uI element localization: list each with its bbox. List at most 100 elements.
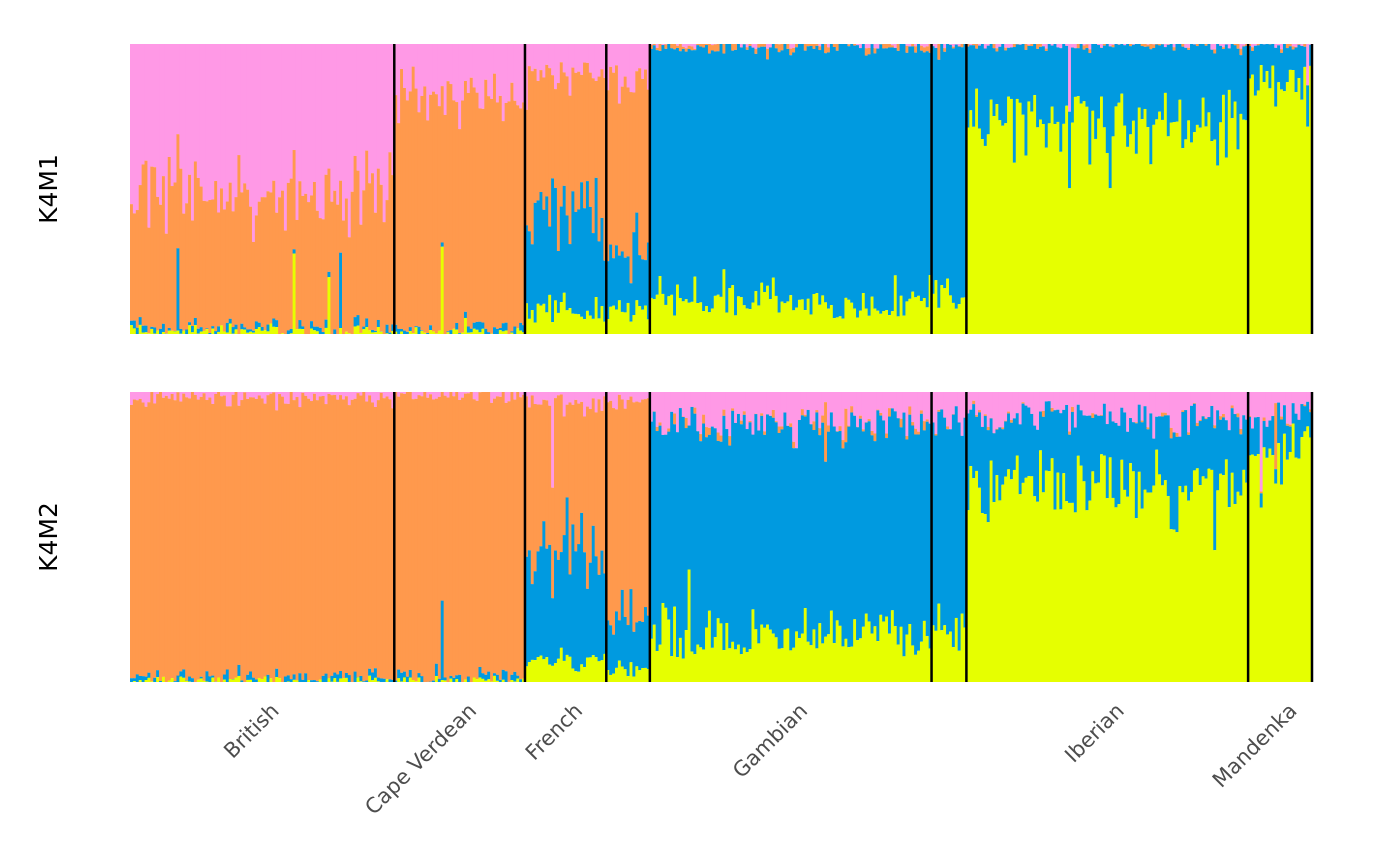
bar-segment: [609, 400, 613, 626]
bar-segment: [260, 330, 265, 334]
bar-segment: [1216, 165, 1220, 334]
bar-segment: [1030, 44, 1034, 47]
bar-segment: [1262, 44, 1267, 83]
bar-segment: [359, 332, 363, 334]
bar-segment: [298, 181, 302, 321]
bar-segment: [542, 521, 546, 660]
bar-segment: [344, 396, 349, 673]
bar-segment: [731, 641, 735, 682]
bar-segment: [1062, 409, 1066, 474]
bar-segment: [978, 410, 982, 413]
bar-segment: [1181, 44, 1185, 47]
bar-segment: [211, 199, 215, 327]
bar-segment: [931, 625, 936, 682]
bar-segment: [368, 675, 372, 682]
bar-segment: [763, 392, 767, 432]
bar-segment: [655, 50, 660, 295]
bar-segment: [1004, 392, 1008, 421]
bar-segment: [739, 420, 744, 425]
bar-segment: [1219, 419, 1223, 474]
bar-segment: [455, 679, 459, 682]
bar-segment: [214, 44, 218, 182]
bar-segment: [684, 299, 689, 334]
bar-segment: [513, 392, 517, 400]
bar-segment: [1117, 44, 1121, 103]
bar-segment: [373, 677, 378, 682]
bar-segment: [594, 412, 599, 557]
bar-segment: [1268, 88, 1272, 334]
bar-segment: [397, 669, 401, 679]
bar-segment: [571, 313, 575, 334]
bar-segment: [951, 647, 956, 682]
bar-segment: [312, 44, 317, 182]
bar-segment: [498, 95, 503, 328]
bar-segment: [295, 44, 300, 220]
bar-segment: [922, 620, 927, 682]
bar-segment: [568, 392, 573, 403]
bar-segment: [675, 432, 680, 658]
bar-segment: [1131, 44, 1136, 121]
bar-segment: [649, 297, 654, 334]
bar-segment: [359, 675, 363, 682]
bar-segment: [899, 418, 904, 428]
bar-segment: [850, 412, 854, 647]
bar-segment: [150, 328, 154, 334]
bar-segment: [1111, 47, 1116, 137]
bar-segment: [443, 114, 448, 335]
bar-segment: [966, 46, 970, 128]
bar-segment: [251, 397, 256, 678]
bar-segment: [1181, 410, 1185, 412]
bar-segment: [580, 182, 584, 317]
bar-segment: [1070, 406, 1075, 412]
bar-segment: [1248, 416, 1252, 456]
bar-segment: [510, 674, 514, 681]
bar-segment: [365, 680, 369, 682]
bar-segment: [800, 633, 805, 682]
bar-segment: [736, 44, 741, 297]
bar-segment: [225, 322, 230, 333]
bar-segment: [408, 677, 413, 682]
bar-segment: [394, 331, 398, 334]
bar-segment: [766, 59, 770, 286]
bar-segment: [246, 332, 250, 334]
bar-segment: [228, 678, 233, 682]
bar-segment: [452, 44, 456, 101]
bar-segment: [661, 603, 665, 682]
bar-segment: [687, 45, 692, 49]
bar-segment: [995, 475, 999, 682]
bar-segment: [379, 331, 384, 334]
bar-segment: [269, 192, 273, 324]
bar-segment: [170, 678, 175, 682]
bar-segment: [995, 429, 999, 476]
bar-segment: [356, 325, 361, 334]
bar-segment: [368, 392, 372, 396]
bar-segment: [295, 397, 300, 681]
bar-segment: [504, 102, 509, 323]
bar-segment: [1097, 415, 1101, 483]
population-label: Gambian: [728, 699, 812, 783]
bar-segment: [1192, 392, 1197, 403]
bar-segment: [591, 525, 596, 656]
bar-segment: [667, 44, 671, 297]
bar-segment: [917, 392, 921, 432]
bar-segment: [138, 185, 143, 318]
bar-segment: [792, 392, 796, 442]
bar-segment: [1088, 53, 1092, 165]
bar-segment: [1300, 437, 1304, 682]
bar-segment: [986, 426, 991, 431]
bar-segment: [1158, 474, 1162, 682]
bar-segment: [951, 44, 956, 47]
bar-segment: [193, 317, 198, 326]
bar-segment: [539, 70, 543, 193]
bar-segment: [498, 330, 503, 334]
bar-segment: [295, 329, 300, 334]
bar-segment: [1288, 426, 1293, 452]
bar-segment: [371, 44, 375, 174]
bar-segment: [182, 669, 186, 678]
bar-segment: [420, 95, 424, 331]
bar-segment: [896, 392, 901, 419]
bar-segment: [690, 651, 695, 682]
bar-segment: [144, 44, 149, 161]
bar-segment: [1251, 44, 1255, 48]
bar-segment: [835, 317, 840, 334]
